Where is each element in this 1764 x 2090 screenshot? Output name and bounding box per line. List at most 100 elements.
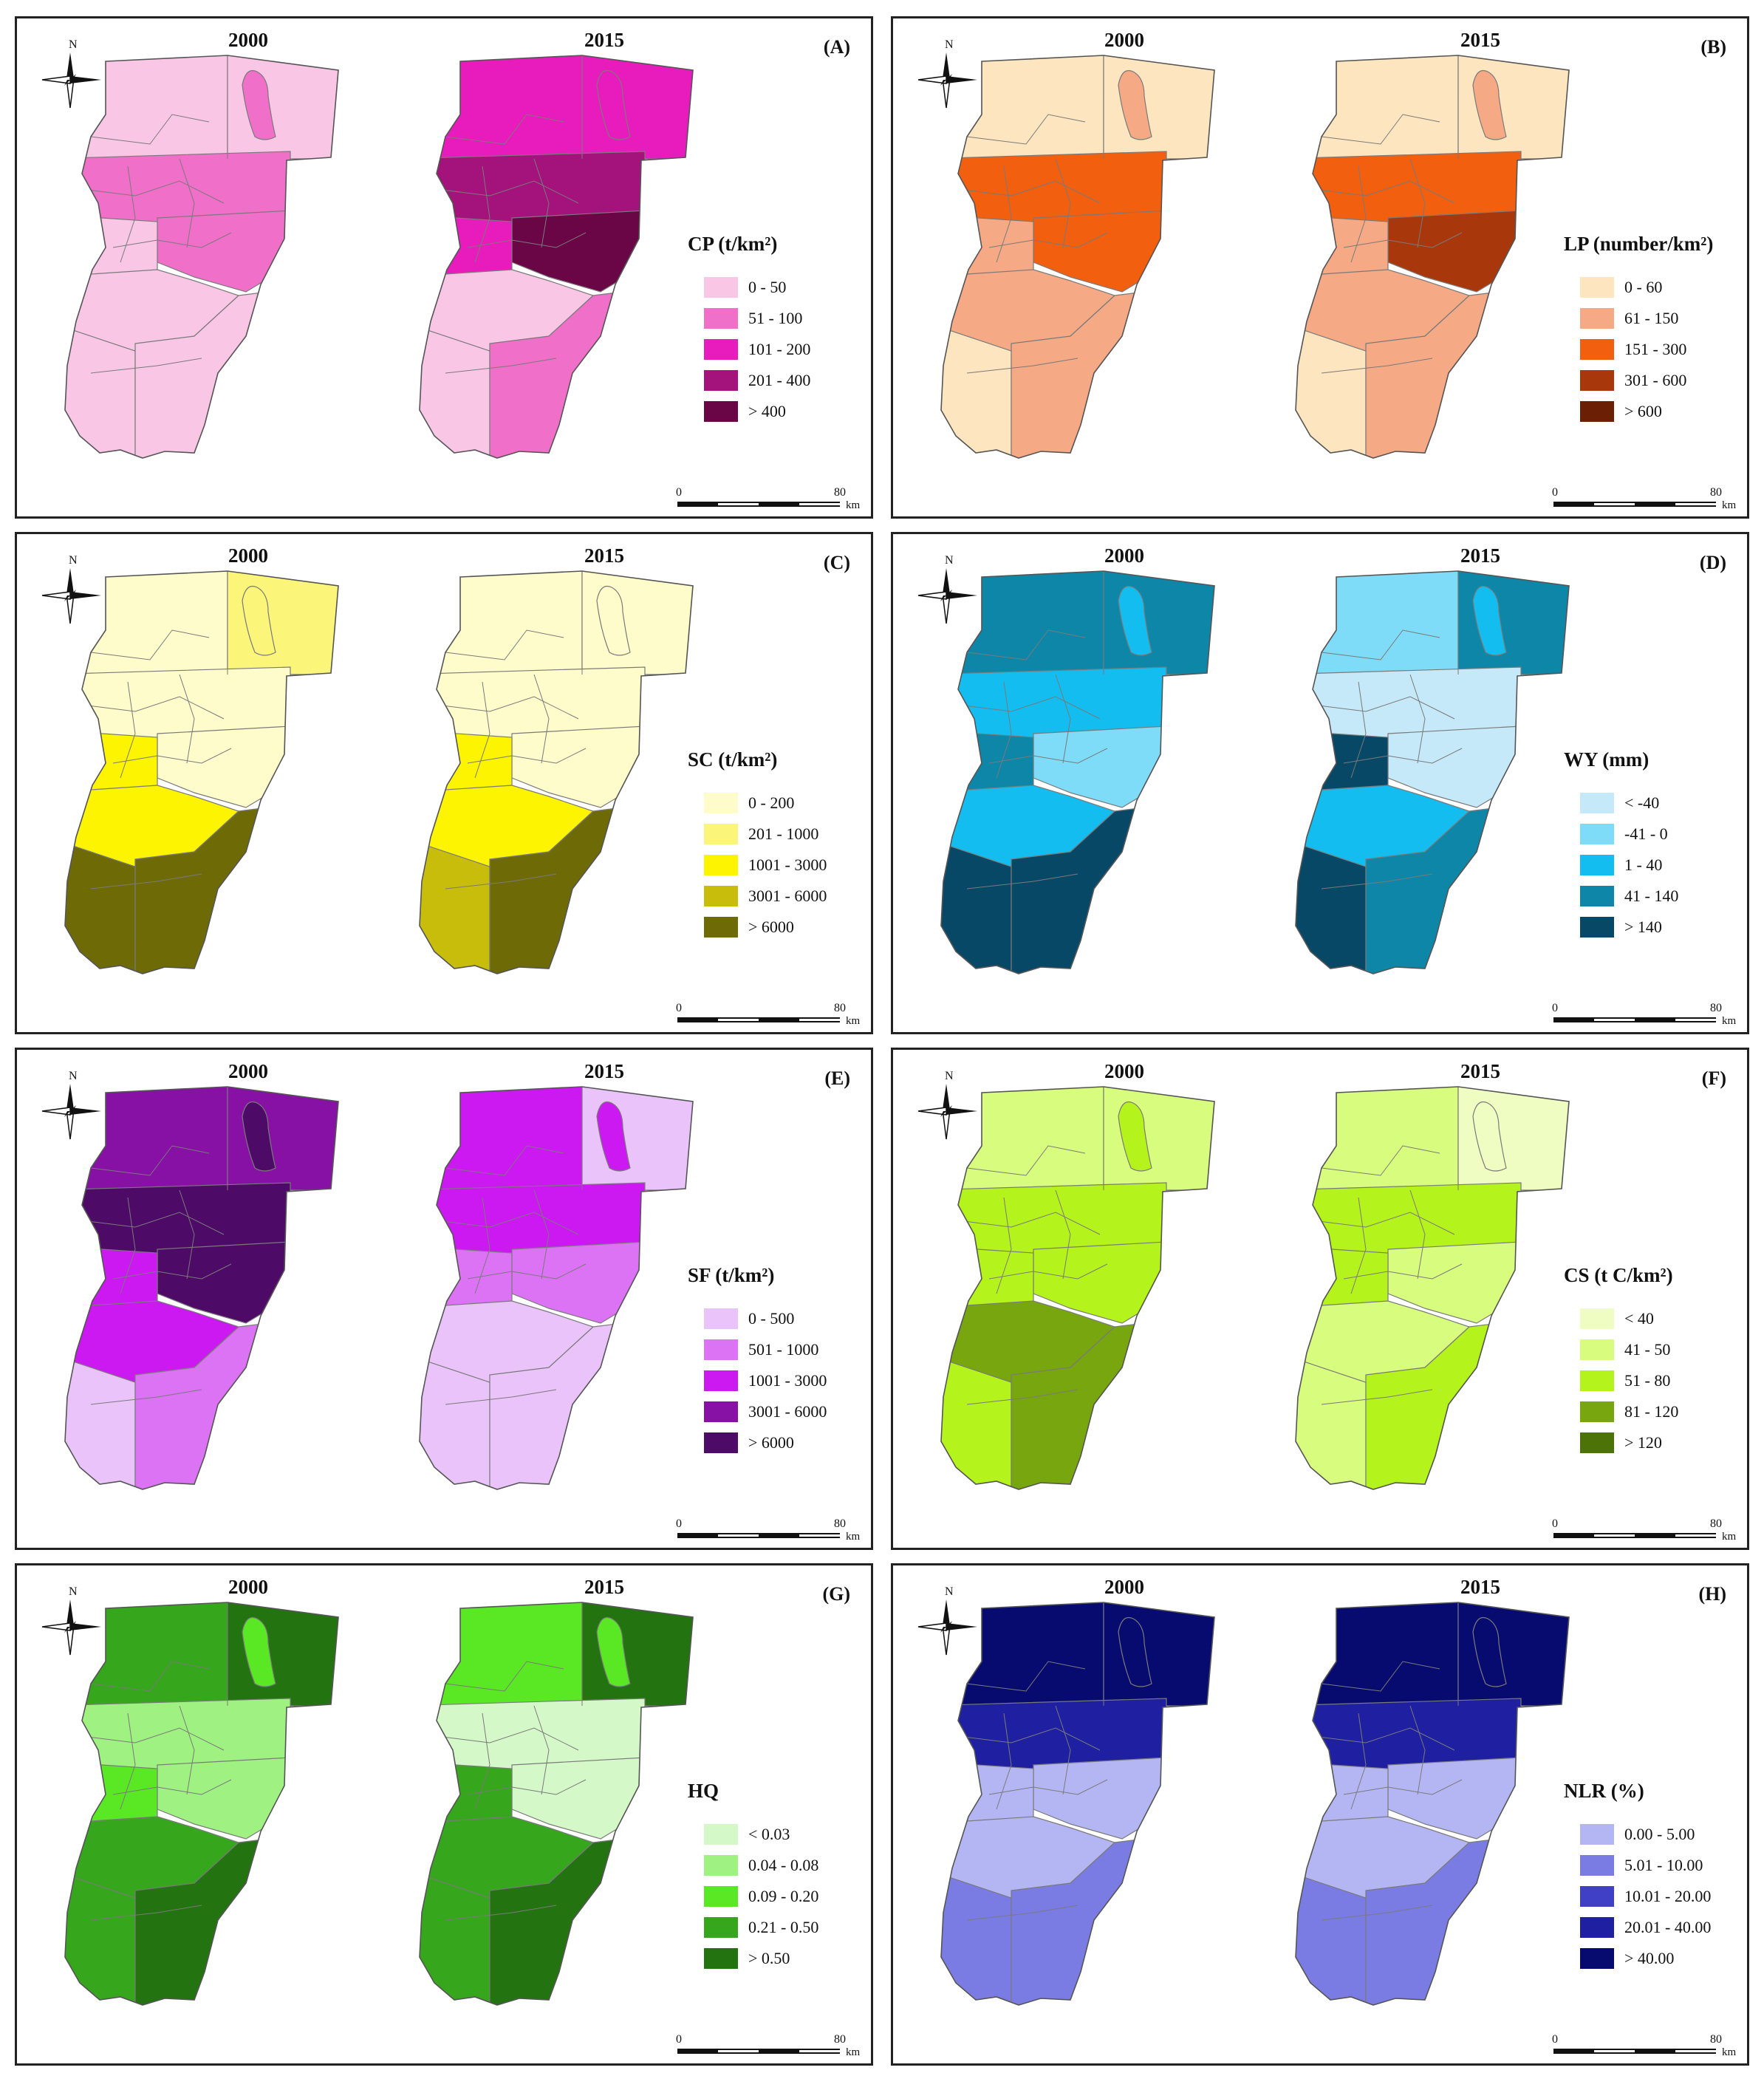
legend-item: < 40 bbox=[1580, 1303, 1678, 1334]
legend-swatch bbox=[704, 401, 738, 422]
legend-label: 3001 - 6000 bbox=[748, 1402, 827, 1421]
legend-label: 0 - 50 bbox=[748, 278, 787, 296]
legend-items: 0 - 50 51 - 100 101 - 200 201 - 400 > 400 bbox=[704, 272, 810, 427]
legend-swatch bbox=[1580, 401, 1614, 422]
legend-swatch bbox=[704, 855, 738, 875]
panel-letter: (C) bbox=[823, 552, 850, 573]
legend-swatch bbox=[704, 308, 738, 329]
legend-item: < 0.03 bbox=[704, 1819, 818, 1850]
legend: LP (number/km²) 0 - 60 61 - 150 151 - 300 3… bbox=[1564, 233, 1713, 427]
scale-start: 0 bbox=[1552, 1003, 1558, 1014]
legend-swatch bbox=[704, 1308, 738, 1329]
legend-items: < -40 -41 - 0 1 - 40 41 - 140 > 140 bbox=[1580, 788, 1678, 943]
legend-swatch bbox=[1580, 1886, 1614, 1907]
map-zone bbox=[1296, 1602, 1459, 1707]
map-2015 bbox=[419, 1086, 694, 1490]
legend-swatch bbox=[1580, 1948, 1614, 1969]
legend-label: 0.21 - 0.50 bbox=[748, 1918, 819, 1936]
legend-label: 1 - 40 bbox=[1624, 856, 1663, 874]
scale-unit: km bbox=[846, 2046, 861, 2058]
map-zone bbox=[1472, 1616, 1507, 1687]
legend-swatch bbox=[704, 277, 738, 298]
legend-label: 51 - 100 bbox=[748, 309, 803, 327]
scale-unit: km bbox=[1722, 1015, 1737, 1027]
map-canvas bbox=[940, 570, 1570, 974]
legend-item: < -40 bbox=[1580, 788, 1678, 819]
legend-label: 0.09 - 0.20 bbox=[748, 1887, 819, 1905]
year-label-2015: 2015 bbox=[584, 1576, 624, 1598]
legend-label: > 40.00 bbox=[1624, 1949, 1675, 1967]
scale-end: 80 bbox=[1710, 487, 1722, 499]
scale-unit: km bbox=[846, 1531, 861, 1543]
legend-label: 41 - 140 bbox=[1624, 887, 1679, 905]
legend-title: CP (t/km²) bbox=[688, 233, 778, 255]
legend-title: WY (mm) bbox=[1564, 748, 1650, 771]
map-canvas bbox=[64, 1602, 694, 2006]
year-label-2000: 2000 bbox=[228, 1576, 268, 1598]
north-label: N bbox=[945, 38, 954, 51]
legend-items: < 0.03 0.04 - 0.08 0.09 - 0.20 0.21 - 0.50 >… bbox=[704, 1819, 818, 1974]
legend-label: 201 - 1000 bbox=[748, 824, 819, 843]
panel-letter: (D) bbox=[1699, 552, 1726, 573]
north-label: N bbox=[69, 1070, 78, 1082]
map-2015 bbox=[1295, 1602, 1570, 2006]
north-arrow-icon: N bbox=[41, 554, 101, 624]
legend-title: NLR (%) bbox=[1564, 1780, 1644, 1802]
legend-title: CS (t C/km²) bbox=[1564, 1264, 1673, 1286]
legend-label: > 400 bbox=[748, 402, 786, 420]
legend-swatch bbox=[1580, 1339, 1614, 1360]
legend-item: 0.09 - 0.20 bbox=[704, 1881, 818, 1912]
map-canvas bbox=[940, 55, 1570, 459]
panel-letter: (E) bbox=[824, 1068, 850, 1089]
panel-letter: (A) bbox=[823, 36, 850, 58]
legend-swatch bbox=[1580, 793, 1614, 813]
scale-bar: 0 80 km bbox=[1552, 2034, 1737, 2058]
scale-start: 0 bbox=[1552, 1518, 1558, 1530]
year-label-2015: 2015 bbox=[1460, 544, 1500, 567]
legend-item: 5.01 - 10.00 bbox=[1580, 1850, 1711, 1881]
map-2000 bbox=[64, 570, 339, 974]
legend-label: 0 - 60 bbox=[1624, 278, 1663, 296]
legend-label: > 600 bbox=[1624, 402, 1662, 420]
legend-swatch bbox=[704, 1948, 738, 1969]
legend-swatch bbox=[704, 793, 738, 813]
legend: HQ < 0.03 0.04 - 0.08 0.09 - 0.20 0.21 - 0.… bbox=[688, 1780, 818, 1974]
year-label-2015: 2015 bbox=[584, 29, 624, 51]
scale-unit: km bbox=[1722, 2046, 1737, 2058]
legend: SC (t/km²) 0 - 200 201 - 1000 1001 - 3000 3… bbox=[688, 748, 827, 943]
scale-end: 80 bbox=[1710, 1518, 1722, 1530]
legend-item: 0.00 - 5.00 bbox=[1580, 1819, 1711, 1850]
map-zone bbox=[1472, 1101, 1507, 1172]
legend-item: > 40.00 bbox=[1580, 1943, 1711, 1974]
map-zone bbox=[242, 69, 276, 140]
map-panel-c: 2000 2015 (C) N SC (t/km²) 0 - 200 201 - … bbox=[15, 532, 873, 1034]
legend-item: 151 - 300 bbox=[1580, 334, 1713, 365]
legend-item: 0 - 60 bbox=[1580, 272, 1713, 303]
year-label-2000: 2000 bbox=[228, 1060, 268, 1082]
scale-start: 0 bbox=[676, 1003, 682, 1014]
legend-label: > 6000 bbox=[748, 1433, 794, 1452]
legend-label: 151 - 300 bbox=[1624, 340, 1687, 358]
scale-start: 0 bbox=[1552, 487, 1558, 499]
scale-unit: km bbox=[1722, 1531, 1737, 1543]
legend-title: SC (t/km²) bbox=[688, 748, 778, 771]
scale-unit: km bbox=[846, 499, 861, 511]
year-label-2015: 2015 bbox=[1460, 1060, 1500, 1082]
legend-swatch bbox=[1580, 855, 1614, 875]
legend-swatch bbox=[704, 1432, 738, 1453]
legend-swatch bbox=[704, 1339, 738, 1360]
map-zone bbox=[1472, 585, 1507, 656]
legend-items: 0 - 200 201 - 1000 1001 - 3000 3001 - 6000 >… bbox=[704, 788, 827, 943]
legend-items: < 40 41 - 50 51 - 80 81 - 120 > 120 bbox=[1580, 1303, 1678, 1458]
legend-label: > 6000 bbox=[748, 918, 794, 936]
legend: CS (t C/km²) < 40 41 - 50 51 - 80 81 - 120 >… bbox=[1564, 1264, 1678, 1458]
legend-swatch bbox=[704, 370, 738, 391]
legend-label: 81 - 120 bbox=[1624, 1402, 1679, 1421]
map-panel-a: 2000 2015 (A) N CP (t/km²) 0 - 50 51 - 10… bbox=[15, 16, 873, 519]
legend-item: > 600 bbox=[1580, 396, 1713, 427]
year-label-2015: 2015 bbox=[584, 544, 624, 567]
legend-swatch bbox=[704, 824, 738, 844]
legend-swatch bbox=[704, 1917, 738, 1938]
scale-end: 80 bbox=[834, 2034, 846, 2046]
